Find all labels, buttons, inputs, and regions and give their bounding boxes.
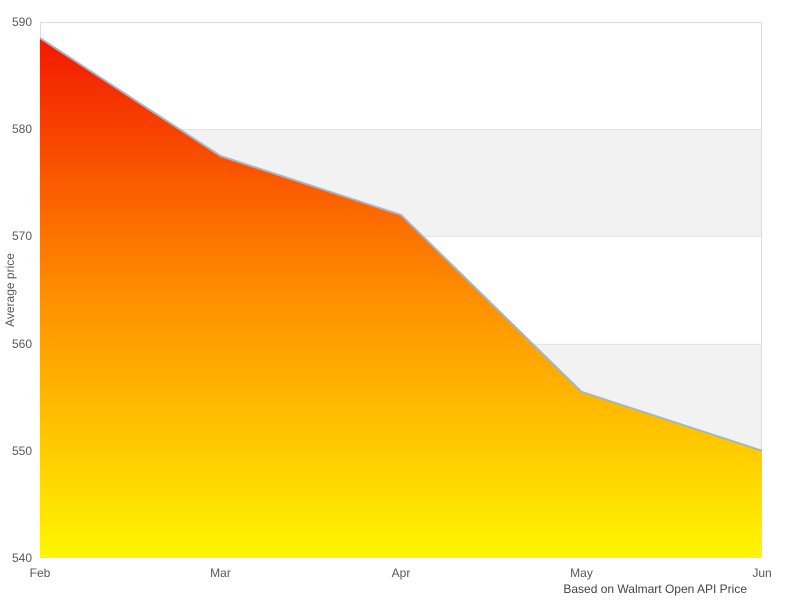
chart-svg (40, 22, 762, 558)
chart-caption: Based on Walmart Open API Price (563, 582, 747, 596)
y-tick-label: 570 (11, 229, 32, 244)
y-axis-title: Average price (3, 253, 17, 327)
price-line (40, 37, 762, 452)
area-fill (40, 38, 762, 558)
x-tick-label: Jun (752, 566, 772, 580)
x-tick-label: Feb (29, 566, 51, 580)
y-tick-label: 550 (11, 443, 32, 458)
x-tick-label: May (570, 566, 593, 580)
y-tick-label: 540 (11, 551, 32, 565)
plot-area (40, 22, 762, 558)
y-tick-label: 580 (11, 122, 32, 137)
y-tick-label: 560 (11, 336, 32, 351)
y-tick-label: 590 (11, 15, 32, 29)
x-tick-label: Apr (391, 566, 411, 580)
x-tick-label: Mar (210, 566, 231, 580)
